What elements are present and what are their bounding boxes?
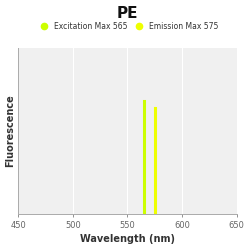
X-axis label: Wavelength (nm): Wavelength (nm) — [80, 234, 175, 244]
Legend: Excitation Max 565, Emission Max 575: Excitation Max 565, Emission Max 575 — [36, 22, 219, 31]
Title: PE: PE — [117, 6, 138, 20]
Y-axis label: Fluorescence: Fluorescence — [6, 94, 16, 167]
